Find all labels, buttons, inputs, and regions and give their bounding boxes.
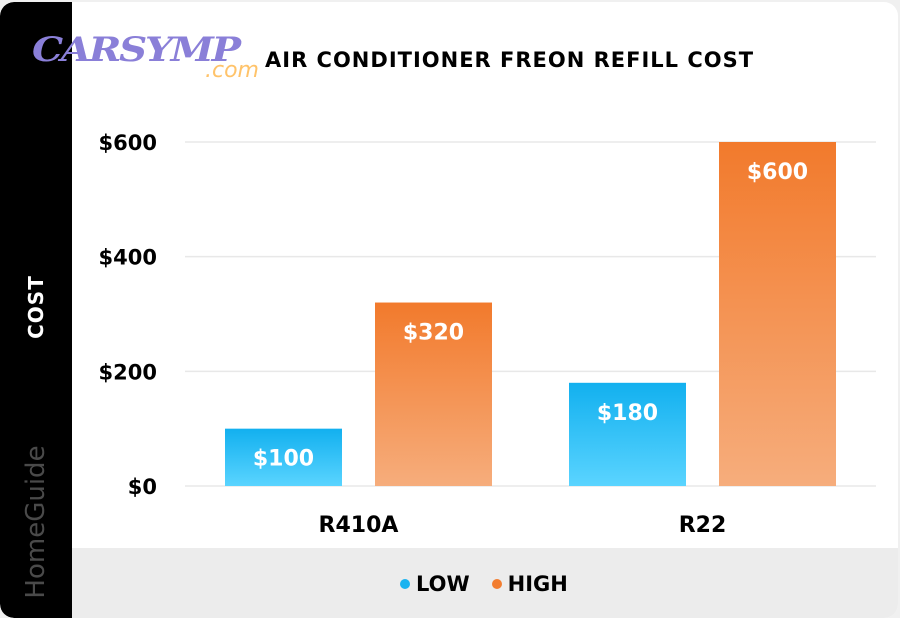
carsymp-logo-suffix: .com <box>205 58 259 83</box>
x-tick-label: R22 <box>679 513 727 538</box>
bar-high-r22 <box>719 142 836 486</box>
data-label: $600 <box>747 160 808 185</box>
y-tick-label: $200 <box>99 360 157 384</box>
data-label: $320 <box>403 321 464 346</box>
bar-low-r410a <box>225 428 342 486</box>
bar-high-r410a <box>375 302 492 486</box>
y-tick-label: $600 <box>99 131 157 155</box>
data-label: $180 <box>597 401 658 426</box>
y-tick-label: $400 <box>99 246 157 270</box>
sidebar-panel: COST HomeGuide <box>0 2 72 618</box>
y-tick-label: $0 <box>128 475 157 499</box>
legend: LOW HIGH <box>400 572 568 596</box>
legend-dot-low <box>400 579 410 589</box>
legend-item-high: HIGH <box>491 572 568 596</box>
carsymp-logo: CARSYMP <box>32 30 241 70</box>
legend-item-low: LOW <box>400 572 470 596</box>
legend-label-low: LOW <box>416 572 470 596</box>
legend-footer <box>72 548 898 618</box>
legend-label-high: HIGH <box>507 572 568 596</box>
chart-title: AIR CONDITIONER FREON REFILL COST <box>265 48 755 72</box>
legend-dot-high <box>491 579 502 589</box>
bar-low-r22 <box>569 382 686 486</box>
x-tick-label: R410A <box>319 513 399 538</box>
data-label: $100 <box>253 447 314 472</box>
